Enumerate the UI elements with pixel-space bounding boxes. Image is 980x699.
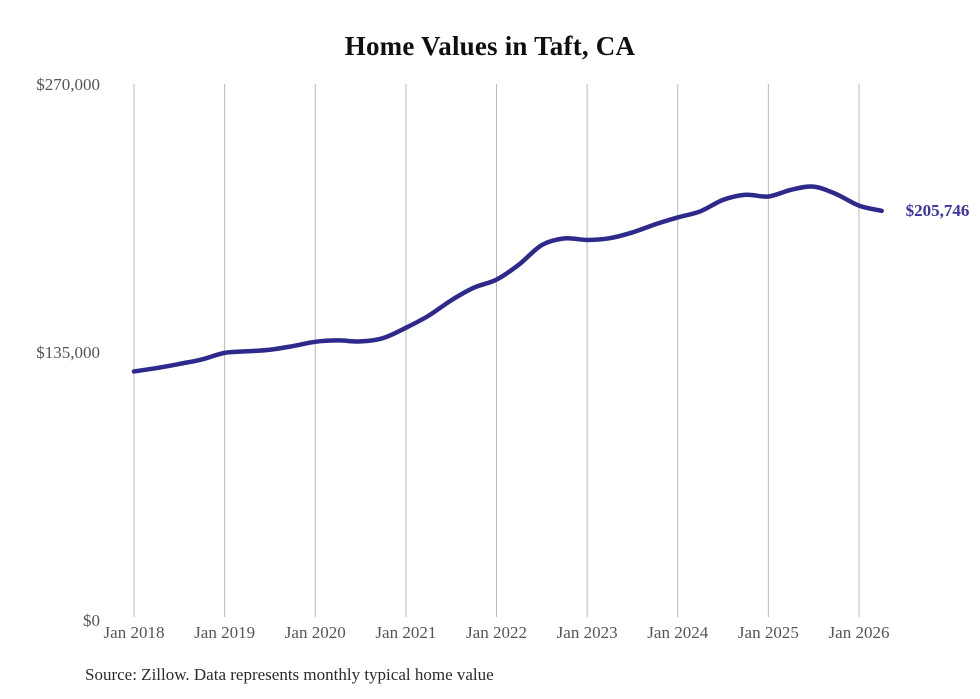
y-axis-tick-135000: $135,000 bbox=[36, 343, 100, 362]
x-axis-tick-jan-2018: Jan 2018 bbox=[103, 623, 165, 642]
x-axis-tick-jan-2019: Jan 2019 bbox=[194, 623, 256, 642]
end-value-annotation: $205,746 bbox=[905, 200, 970, 220]
chart-title: Home Values in Taft, CA bbox=[344, 31, 636, 61]
x-axis-tick-jan-2022: Jan 2022 bbox=[466, 623, 527, 642]
gridlines bbox=[133, 84, 860, 617]
y-axis-tick-0: $0 bbox=[83, 611, 100, 630]
x-axis-tick-jan-2026: Jan 2026 bbox=[828, 623, 890, 642]
y-axis-tick-270000: $270,000 bbox=[36, 75, 100, 94]
x-axis-tick-jan-2021: Jan 2021 bbox=[375, 623, 437, 642]
x-axis-tick-jan-2020: Jan 2020 bbox=[284, 623, 346, 642]
x-axis-tick-jan-2025: Jan 2025 bbox=[737, 623, 799, 642]
x-axis-tick-jan-2024: Jan 2024 bbox=[647, 623, 709, 642]
home-value-line bbox=[131, 184, 884, 374]
x-axis-tick-jan-2023: Jan 2023 bbox=[556, 623, 618, 642]
source-note: Source: Zillow. Data represents monthly … bbox=[85, 665, 494, 684]
